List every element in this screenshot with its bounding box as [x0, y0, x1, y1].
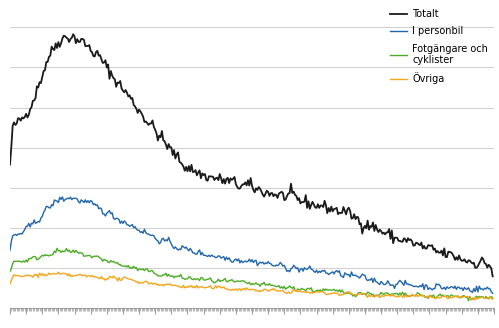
I personbil	[67, 195, 73, 199]
Totalt	[176, 160, 182, 164]
Line: Fotgängare och
cyklister: Fotgängare och cyklister	[10, 248, 493, 301]
Line: Totalt: Totalt	[10, 34, 493, 276]
I personbil	[7, 248, 13, 252]
Fotgängare och
cyklister	[176, 275, 182, 278]
Fotgängare och
cyklister	[152, 272, 158, 276]
Övriga	[152, 281, 158, 285]
Totalt	[70, 32, 76, 36]
Totalt	[152, 128, 158, 132]
Övriga	[168, 283, 174, 287]
Övriga	[67, 275, 73, 278]
Legend: Totalt, I personbil, Fotgängare och
cyklister, Övriga: Totalt, I personbil, Fotgängare och cykl…	[386, 5, 492, 88]
Övriga	[7, 282, 13, 286]
Övriga	[220, 285, 226, 289]
Fotgängare och
cyklister	[220, 279, 226, 283]
Totalt	[66, 40, 72, 44]
Fotgängare och
cyklister	[490, 296, 496, 300]
I personbil	[168, 242, 174, 246]
Totalt	[7, 163, 13, 167]
I personbil	[490, 291, 496, 295]
Line: Övriga: Övriga	[10, 272, 493, 300]
Fotgängare och
cyklister	[54, 246, 60, 250]
I personbil	[464, 287, 470, 291]
Övriga	[471, 298, 477, 302]
Övriga	[490, 297, 496, 301]
Fotgängare och
cyklister	[7, 269, 13, 273]
Totalt	[464, 260, 470, 264]
Fotgängare och
cyklister	[67, 250, 73, 254]
I personbil	[220, 256, 226, 259]
I personbil	[152, 236, 158, 240]
Totalt	[490, 274, 496, 278]
I personbil	[59, 195, 65, 199]
Fotgängare och
cyklister	[466, 299, 472, 303]
Totalt	[220, 181, 226, 185]
Line: I personbil: I personbil	[10, 197, 493, 293]
Övriga	[55, 270, 61, 274]
Totalt	[168, 145, 174, 149]
I personbil	[176, 247, 182, 251]
Övriga	[464, 295, 470, 299]
Fotgängare och
cyklister	[464, 295, 470, 298]
Fotgängare och
cyklister	[168, 274, 174, 278]
Övriga	[176, 285, 182, 289]
